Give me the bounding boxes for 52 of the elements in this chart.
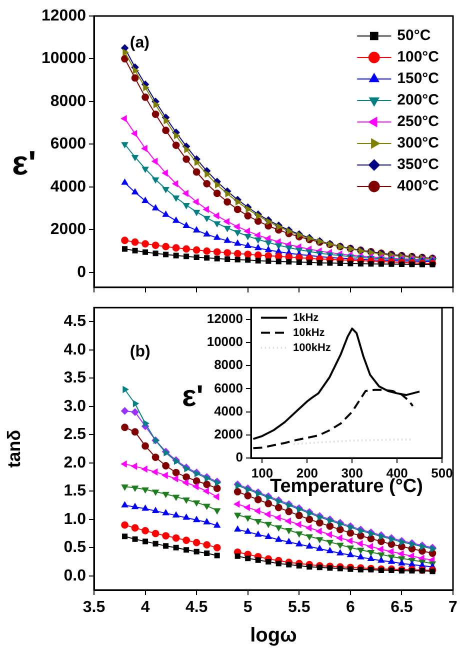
y-tick-label: 8000 [50,92,86,110]
legend-label: 300°C [397,134,440,152]
x-tick-label: 4 [140,599,150,616]
legend-label: 400°C [397,178,440,195]
y-tick-label: 2.5 [64,426,86,444]
y-tick-label: 0.5 [64,539,86,556]
y-axis-title: ε' [182,380,204,414]
y-tick-label: 2000 [50,221,86,238]
annotation: (a) [130,34,150,52]
x-tick-label: 6 [346,599,355,616]
x-tick-label: 6.5 [390,599,413,616]
y-tick-label: 2.0 [64,454,86,472]
y-tick-label: 10000 [42,50,86,68]
y-tick-label: 4.0 [64,341,86,358]
y-tick-label: 3.5 [64,370,86,387]
legend-label: 50°C [397,27,431,44]
legend-label: 150°C [397,70,440,88]
y-axis-title: tanδ [4,430,24,468]
legend-label: 10kHz [293,326,326,339]
y-tick-label: 1.0 [64,510,86,528]
legend-label: 200°C [397,92,440,109]
x-tick-label: 7 [448,599,458,616]
y-tick-label: 0 [77,264,86,281]
legend-label: 1kHz [293,312,320,324]
x-tick-label: 200 [296,465,318,480]
x-tick-label: 300 [341,465,363,480]
y-tick-label: 1.5 [64,482,86,500]
y-tick-label: 6000 [214,380,243,396]
y-tick-label: 2000 [214,426,243,442]
y-tick-label: 12000 [42,7,86,24]
y-tick-label: 8000 [214,357,243,372]
y-tick-label: 3.0 [64,398,86,415]
legend-label: 250°C [397,113,440,130]
annotation: (b) [130,344,150,361]
y-tick-label: 10000 [206,334,243,350]
x-axis-title: logω [250,624,298,647]
y-tick-label: 12000 [206,310,243,326]
legend-label: 100kHz [293,342,332,354]
legend-label: 350°C [397,156,440,174]
x-tick-label: 500 [431,465,453,480]
y-tick-label: 0 [236,450,243,465]
x-tick-label: 5.5 [288,599,310,616]
y-axis-title: ε' [12,144,36,183]
x-tick-label: 4.5 [185,599,208,616]
x-tick-label: 5 [243,599,252,616]
y-tick-label: 4.5 [64,313,86,330]
y-tick-label: 4000 [214,403,243,418]
y-tick-label: 4000 [50,178,86,196]
x-tick-label: 3.5 [82,599,106,616]
y-tick-label: 0.0 [64,567,86,584]
legend-label: 100°C [397,48,440,66]
y-tick-label: 6000 [50,136,86,153]
